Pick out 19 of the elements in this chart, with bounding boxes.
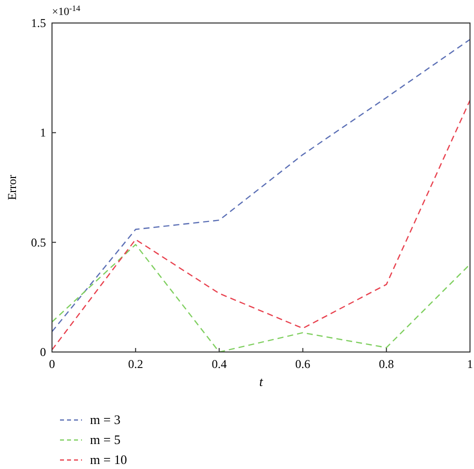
line-series: [51, 100, 471, 350]
x-tick-label: 0.8: [378, 357, 394, 371]
x-tick-label: 0.2: [128, 357, 144, 371]
legend-label: m = 3: [90, 412, 120, 427]
text: ×10$^{-14}$: [52, 4, 80, 18]
x-tick-label: 0.4: [212, 357, 227, 371]
x-axis-title: t: [259, 374, 264, 389]
line-series: [51, 244, 471, 353]
legend-label: m = 5: [90, 432, 120, 447]
y-tick-label: 1.5: [31, 16, 46, 30]
line-series: [51, 38, 471, 332]
y-axis-title: Error: [5, 174, 19, 200]
legend-label: m = 10: [90, 452, 127, 467]
x-tick-label: 1: [467, 357, 473, 371]
y-tick-label: 0: [40, 345, 46, 359]
x-tick-label: 0.6: [295, 357, 310, 371]
x-tick-label: 0: [49, 357, 55, 371]
y-tick-label: 1: [40, 126, 46, 140]
y-tick-label: 0.5: [31, 235, 46, 250]
